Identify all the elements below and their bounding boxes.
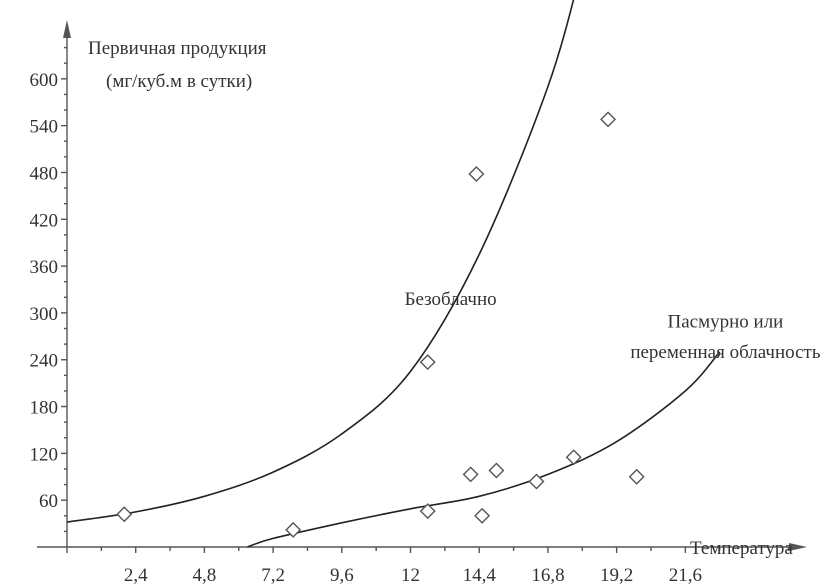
- y-tick-label: 180: [30, 398, 59, 419]
- data-point: [628, 468, 645, 485]
- x-axis-arrowhead: [789, 543, 807, 551]
- y-tick-label: 60: [39, 491, 58, 512]
- y-axis-arrowhead: [63, 20, 71, 38]
- x-tick-label: 4,8: [193, 565, 217, 586]
- y-ticks: 60 120 180 240 300 360 420 480 540 600: [30, 46, 67, 533]
- data-point: [528, 473, 545, 490]
- y-tick-label: 360: [30, 257, 59, 278]
- axes: [37, 20, 807, 553]
- x-axis-title: Температура: [690, 538, 793, 559]
- y-axis-title-line2: (мг/куб.м в сутки): [106, 71, 252, 92]
- annotation-clear: Безоблачно: [405, 289, 497, 310]
- x-tick-label: 21,6: [669, 565, 702, 586]
- data-point: [116, 506, 133, 523]
- x-tick-label: 7,2: [261, 565, 285, 586]
- data-point: [488, 462, 505, 479]
- annotation-cloudy-line1: Пасмурно или: [668, 312, 784, 333]
- y-tick-label: 300: [30, 304, 59, 325]
- x-tick-label: 9,6: [330, 565, 354, 586]
- x-tick-label: 19,2: [600, 565, 633, 586]
- y-tick-label: 120: [30, 444, 59, 465]
- annotation-cloudy-line2: переменная облачность: [630, 342, 821, 363]
- x-tick-label: 12: [401, 565, 420, 586]
- data-point: [565, 449, 582, 466]
- y-axis-title-line1: Первичная продукция: [88, 38, 267, 59]
- y-tick-label: 600: [30, 70, 59, 91]
- y-tick-label: 420: [30, 210, 59, 231]
- x-tick-label: 16,8: [531, 565, 564, 586]
- data-point: [419, 354, 436, 371]
- data-point: [600, 111, 617, 128]
- data-points: [116, 111, 645, 538]
- data-point: [474, 507, 491, 524]
- x-ticks: 2,4 4,8 7,2 9,6 12 14,4 16,8 19,2 21,6: [100, 547, 790, 586]
- x-tick-label: 2,4: [124, 565, 148, 586]
- y-tick-label: 240: [30, 351, 59, 372]
- y-tick-label: 540: [30, 117, 59, 138]
- data-point: [462, 466, 479, 483]
- data-point: [468, 166, 485, 183]
- x-tick-label: 14,4: [463, 565, 497, 586]
- y-tick-label: 480: [30, 163, 59, 184]
- data-point: [419, 503, 436, 520]
- data-point: [285, 521, 302, 538]
- series-curve-0: [66, 0, 575, 523]
